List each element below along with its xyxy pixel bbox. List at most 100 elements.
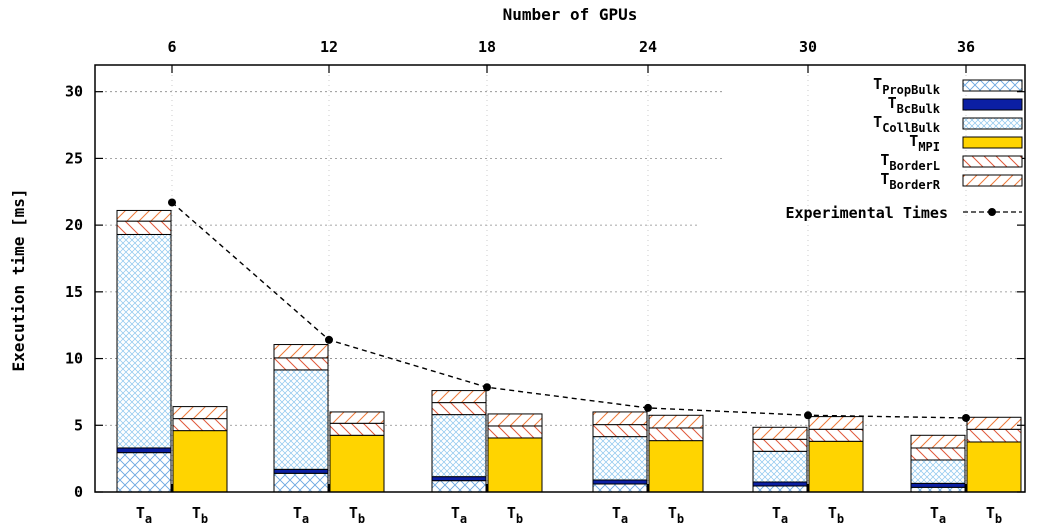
bar-tb-borderr (966, 416, 1022, 430)
bar-tb-borderl (487, 425, 543, 439)
legend-label-mpi: TMPI (909, 132, 940, 154)
y-tick-label: 20 (65, 216, 83, 234)
bar-ta-borderl (910, 447, 966, 461)
legend-swatch-borderr (962, 174, 1023, 187)
legend-label-experimental: Experimental Times (785, 204, 948, 222)
x-top-tick-label: 18 (478, 38, 496, 56)
bars: Ta Tb Ta Tb Ta Tb Ta Tb Ta Tb Ta Tb (116, 209, 1022, 526)
bar-tb-mpi (487, 437, 543, 493)
bar-ta-borderl (116, 220, 172, 235)
legend-marker-experimental (988, 208, 996, 216)
y-tick-label: 0 (74, 483, 83, 501)
bar-ta-collbulk (116, 233, 172, 449)
bar-tb-mpi (172, 430, 228, 493)
bar-ta-bcbulk (116, 447, 172, 454)
bar-ta-borderr (752, 426, 808, 440)
bar-ta-borderl (752, 438, 808, 452)
bar-ta-borderr (273, 344, 329, 359)
legend-swatch-collbulk (962, 117, 1023, 130)
bar-label-ta: Ta (293, 504, 309, 526)
bar-label-ta: Ta (772, 504, 788, 526)
bar-tb-borderr (648, 414, 704, 429)
experimental-point (962, 413, 970, 422)
y-tick-label: 5 (74, 416, 83, 434)
bar-ta-bcbulk (592, 479, 648, 485)
bar-label-tb: Tb (192, 504, 208, 526)
bar-ta-bcbulk (910, 482, 966, 488)
bar-tb-borderl (172, 418, 228, 432)
experimental-point (325, 335, 333, 344)
bar-ta-collbulk (273, 369, 329, 470)
bar-ta-collbulk (910, 459, 966, 484)
bar-tb-borderr (329, 411, 385, 424)
legend-swatch-mpi (962, 136, 1023, 149)
experimental-line (171, 201, 967, 419)
bar-ta-bcbulk (431, 476, 487, 482)
legend-label-collbulk: TCollBulk (873, 113, 941, 135)
bar-tb-borderr (487, 413, 543, 427)
bar-tb-borderr (808, 416, 864, 430)
grid-lines (95, 65, 1025, 492)
bar-ta-borderl (273, 357, 329, 371)
bar-ta-borderl (592, 424, 648, 438)
bar-ta-borderl (431, 402, 487, 416)
x-top-tick-label: 6 (167, 38, 176, 56)
legend-label-borderr: TBorderR (880, 170, 940, 192)
bar-ta-borderr (910, 434, 966, 449)
bar-ta-propbulk (116, 452, 172, 493)
bar-tb-mpi (808, 440, 864, 493)
y-tick-label: 25 (65, 149, 83, 167)
bar-label-tb: Tb (986, 504, 1002, 526)
bar-tb-mpi (648, 440, 704, 493)
experimental-point (804, 411, 812, 420)
bar-label-ta: Ta (136, 504, 152, 526)
experimental-point (644, 403, 652, 412)
legend-label-propbulk: TPropBulk (873, 75, 941, 97)
legend-swatch-propbulk (962, 79, 1023, 92)
legend-swatch-borderl (962, 155, 1023, 168)
bar-label-ta: Ta (930, 504, 946, 526)
legend-label-bcbulk: TBcBulk (888, 94, 941, 116)
bar-ta-propbulk (592, 483, 648, 493)
bar-ta-propbulk (431, 480, 487, 493)
bar-tb-borderr (172, 406, 228, 420)
bar-ta-borderr (592, 411, 648, 426)
bar-ta-propbulk (752, 485, 808, 493)
bar-ta-bcbulk (273, 468, 329, 474)
bar-ta-bcbulk (752, 481, 808, 487)
legend-swatch-bcbulk (962, 98, 1023, 111)
bar-ta-collbulk (592, 436, 648, 481)
bar-ta-propbulk (273, 472, 329, 493)
bar-label-ta: Ta (612, 504, 628, 526)
bar-label-tb: Tb (828, 504, 844, 526)
bar-ta-collbulk (431, 414, 487, 478)
experimental-series (168, 198, 970, 422)
y-axis-label: Execution time [ms] (9, 188, 28, 371)
bar-ta-borderr (116, 209, 172, 222)
bar-tb-borderl (808, 428, 864, 442)
x-top-tick-label: 36 (957, 38, 975, 56)
x-top-tick-label: 24 (639, 38, 657, 56)
bar-label-tb: Tb (349, 504, 365, 526)
y-tick-label: 15 (65, 283, 83, 301)
legend-label-borderl: TBorderL (880, 151, 940, 173)
experimental-point (168, 198, 176, 207)
legend: TPropBulkTBcBulkTCollBulkTMPITBorderLTBo… (785, 75, 1023, 222)
bar-tb-borderl (329, 422, 385, 436)
plot-frame (94, 64, 1026, 493)
bar-ta-borderr (431, 390, 487, 404)
bar-label-tb: Tb (507, 504, 523, 526)
bar-label-tb: Tb (668, 504, 684, 526)
chart-title: Number of GPUs (503, 5, 638, 24)
x-top-tick-label: 12 (320, 38, 338, 56)
experimental-point (483, 383, 491, 392)
bar-tb-mpi (966, 441, 1022, 493)
y-tick-label: 30 (65, 83, 83, 101)
bar-tb-borderl (966, 428, 1022, 443)
bar-tb-borderl (648, 427, 704, 442)
y-tick-label: 10 (65, 350, 83, 368)
axis-ticks: 0 5 10 15 20 25 30 6 12 18 24 30 36 (65, 38, 1025, 501)
bar-label-ta: Ta (451, 504, 467, 526)
bar-tb-mpi (329, 434, 385, 493)
